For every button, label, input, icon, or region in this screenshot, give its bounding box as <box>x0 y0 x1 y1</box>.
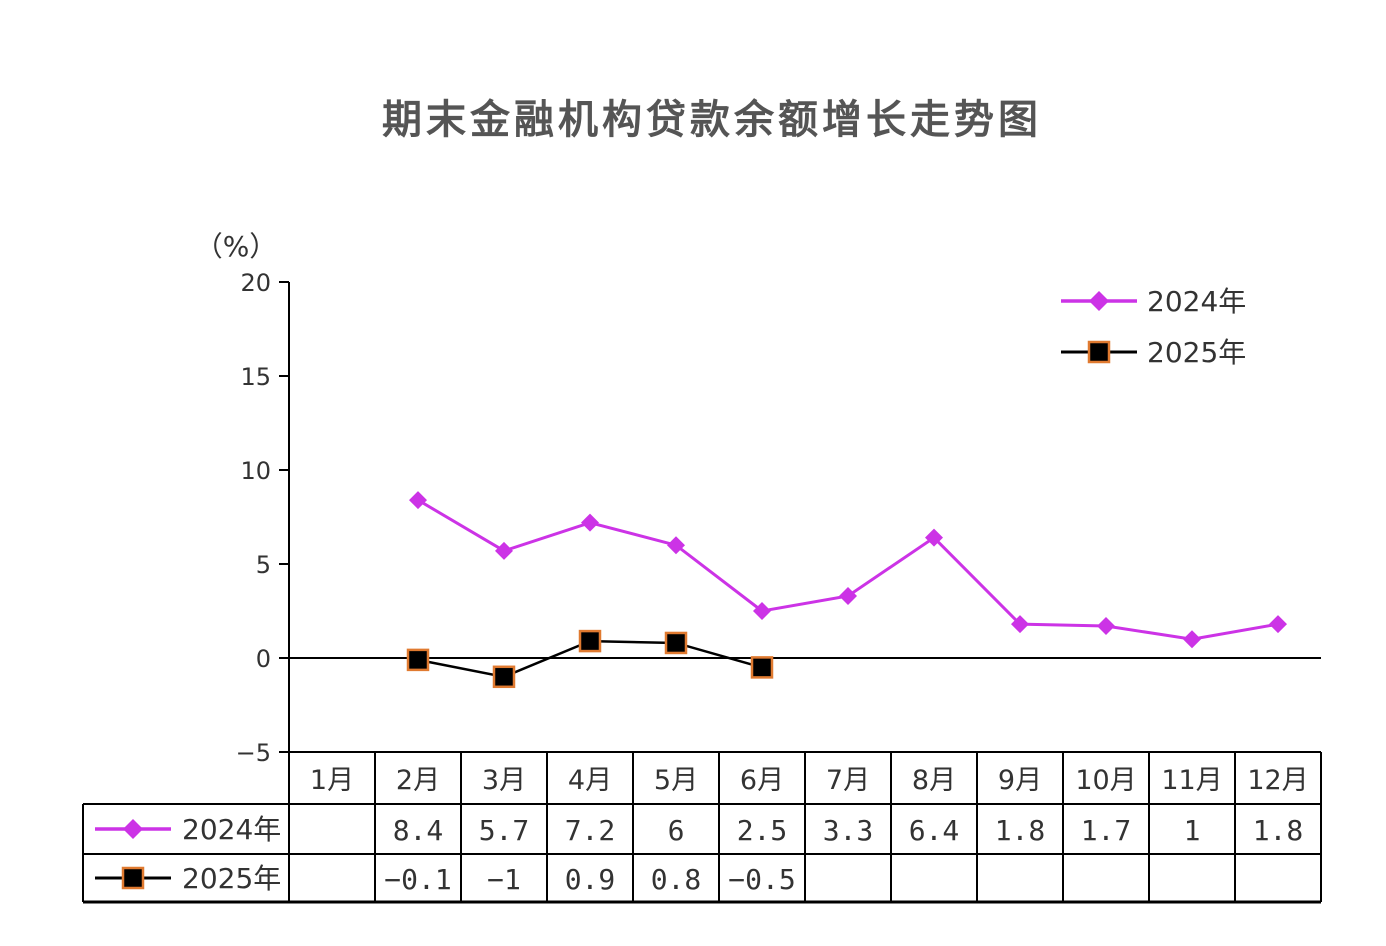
x-category-label: 10月 <box>1075 765 1136 796</box>
x-category-label: 7月 <box>826 765 870 796</box>
series-point-0 <box>925 528 943 547</box>
x-category-label: 6月 <box>740 765 784 796</box>
chart-title: 期末金融机构贷款余额增长走势图 <box>382 97 1042 143</box>
series-point-0 <box>581 513 599 532</box>
series-point-0 <box>753 602 771 620</box>
x-category-label: 4月 <box>568 765 612 796</box>
series-point-1 <box>578 629 602 653</box>
y-tick-label: 10 <box>240 457 271 485</box>
x-category-label: 11月 <box>1161 765 1222 796</box>
table-value-cell: 2.5 <box>737 814 788 847</box>
table-series-name: 2024年 <box>182 813 281 846</box>
y-tick-label: −5 <box>236 739 271 767</box>
x-category-label: 1月 <box>310 765 354 796</box>
x-category-label: 2月 <box>396 765 440 796</box>
x-category-label: 9月 <box>998 765 1042 796</box>
data-table: 1月 2月 3月 4月 5月 6月 7月 8月 9月 10月 11月 12月 2024年 8.4 5.7 7.… <box>82 751 1322 904</box>
x-category-label: 12月 <box>1247 765 1308 796</box>
legend-label-1: 2025年 <box>1147 336 1246 369</box>
table-value-cell: 8.4 <box>393 814 444 847</box>
series-point-1 <box>406 648 430 672</box>
table-value-cell: 6.4 <box>909 814 960 847</box>
legend-marker-0 <box>1089 291 1109 311</box>
table-value-cell: 7.2 <box>565 814 616 847</box>
y-tick-label: 0 <box>256 645 271 673</box>
series-point-1 <box>664 631 688 655</box>
table-value-cell: 5.7 <box>479 814 530 847</box>
legend: 2024年 2025年 <box>1061 285 1246 369</box>
series-point-0 <box>1183 630 1201 649</box>
table-value-cell: 1.8 <box>995 814 1046 847</box>
table-value-cell: 1.7 <box>1081 814 1132 847</box>
legend-label-0: 2024年 <box>1147 285 1246 318</box>
series-point-0 <box>1011 615 1029 634</box>
axes: 20 15 10 5 0 −5 <box>236 269 1321 767</box>
table-value-cell: −0.5 <box>728 863 795 896</box>
series-point-0 <box>495 541 513 560</box>
plot-area <box>406 491 1287 689</box>
x-category-label: 3月 <box>482 765 526 796</box>
table-value-cell: 1.8 <box>1253 814 1304 847</box>
legend-marker-1 <box>121 866 145 890</box>
series-point-0 <box>409 491 427 510</box>
x-category-label: 5月 <box>654 765 698 796</box>
series-point-0 <box>839 586 857 605</box>
table-value-cell: 1 <box>1184 814 1201 847</box>
table-series-name: 2025年 <box>182 862 281 895</box>
series-point-0 <box>1097 617 1115 636</box>
table-value-cell: 3.3 <box>823 814 874 847</box>
y-tick-label: 5 <box>256 551 271 579</box>
legend-marker-0 <box>123 819 143 839</box>
series-point-1 <box>492 665 516 689</box>
table-value-cell: −1 <box>487 863 521 896</box>
series-point-0 <box>667 536 685 555</box>
series-point-0 <box>1269 615 1287 634</box>
table-value-cell: −0.1 <box>384 863 451 896</box>
y-axis-unit-label: （%） <box>195 230 278 263</box>
y-tick-label: 15 <box>240 363 271 391</box>
table-value-cell: 6 <box>668 814 685 847</box>
series-point-1 <box>750 656 774 679</box>
table-value-cell: 0.9 <box>565 863 616 896</box>
legend-marker-1 <box>1087 340 1111 364</box>
y-tick-label: 20 <box>240 269 271 297</box>
series-line-0 <box>417 498 1279 641</box>
table-value-cell: 0.8 <box>651 863 702 896</box>
x-category-label: 8月 <box>912 765 956 796</box>
